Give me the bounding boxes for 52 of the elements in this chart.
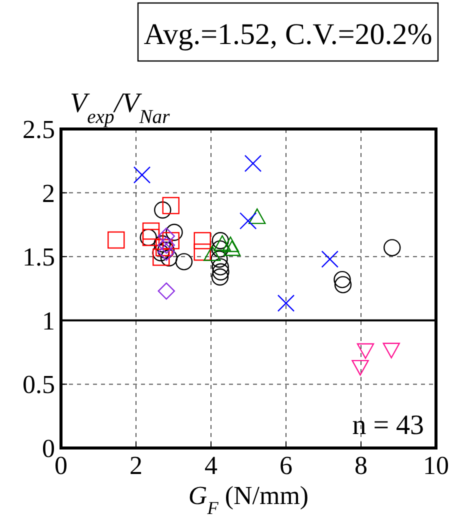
point (212, 258, 229, 276)
point (142, 228, 160, 246)
x-axis-title: G$_{F}$ (N/mm) (188, 481, 309, 518)
point (321, 250, 338, 268)
annotation: n = 43 (352, 410, 424, 441)
point (166, 224, 183, 241)
y-tick-label: 2 (42, 178, 55, 208)
point (210, 250, 228, 268)
point (212, 263, 230, 281)
y-tick-label: 2.5 (22, 115, 55, 144)
point (194, 232, 211, 250)
chart-title: Avg.=1.52, C.V.=20.2% (144, 18, 432, 51)
point (240, 212, 257, 230)
point (158, 228, 175, 245)
point (158, 282, 175, 300)
point (382, 342, 400, 358)
point (154, 201, 172, 219)
y-axis-title: V$_{exp}$/V$_{Nar}$ (70, 88, 170, 128)
point (222, 236, 240, 252)
y-tick-label: 1.5 (22, 242, 55, 272)
x-tick-label: 6 (280, 451, 292, 480)
point (214, 235, 231, 251)
point (152, 244, 170, 262)
x-tick-label: 4 (204, 451, 218, 480)
point (142, 222, 160, 240)
x-tick-label: 8 (354, 451, 368, 480)
point (108, 231, 125, 249)
point (277, 294, 295, 312)
x-tick-label: 2 (130, 451, 142, 480)
point (194, 244, 211, 261)
point (162, 232, 180, 250)
point (133, 166, 151, 184)
point (211, 268, 229, 286)
point (244, 154, 262, 172)
point (162, 196, 180, 214)
point (175, 253, 193, 270)
point (223, 240, 241, 256)
point (211, 240, 229, 258)
point (140, 228, 157, 246)
y-tick-label: 0.5 (22, 370, 55, 400)
point (334, 276, 352, 294)
point (356, 343, 374, 359)
point (152, 248, 170, 266)
point (204, 245, 221, 262)
point (160, 249, 178, 266)
point (384, 239, 401, 256)
y-tick-label: 1 (42, 306, 55, 336)
point (212, 232, 229, 250)
x-tick-label: 10 (423, 451, 449, 480)
point (352, 360, 369, 376)
point (248, 208, 266, 224)
point (334, 270, 351, 288)
